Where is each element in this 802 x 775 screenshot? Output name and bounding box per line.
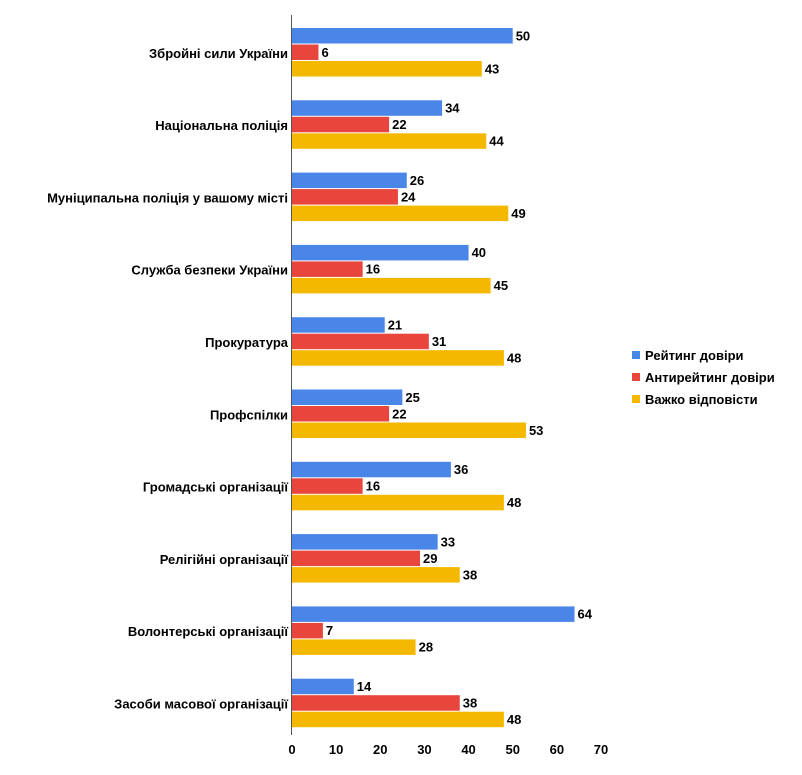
bar-2-9 (292, 622, 323, 639)
value-label: 31 (432, 334, 446, 349)
legend-label: Важко відповісти (645, 392, 758, 407)
bar-3-2 (292, 133, 487, 149)
bar-1-8 (292, 534, 438, 550)
category-label: Засоби масової організації (114, 696, 288, 711)
bar-3-1 (292, 61, 482, 77)
x-tick-label: 70 (594, 742, 608, 757)
x-tick-label: 60 (550, 742, 564, 757)
value-label: 49 (511, 206, 525, 221)
x-tick-label: 20 (373, 742, 387, 757)
value-label: 44 (489, 134, 504, 149)
value-label: 14 (357, 679, 372, 694)
value-label: 25 (405, 390, 419, 405)
x-tick-label: 50 (505, 742, 519, 757)
category-label: Профспілки (210, 407, 288, 422)
bar-2-8 (292, 550, 421, 567)
axes-layer: Збройні сили України Національна поліція М… (47, 15, 608, 757)
bar-2-5 (292, 333, 429, 350)
bar-2-7 (292, 478, 363, 494)
value-label: 6 (321, 45, 328, 60)
value-label: 40 (472, 245, 486, 260)
bar-1-10 (292, 678, 354, 695)
bar-3-9 (292, 639, 416, 655)
category-label: Муніципальна поліція у вашому місті (47, 190, 288, 205)
bar-1-7 (292, 461, 451, 478)
value-label: 53 (529, 423, 543, 438)
value-label: 22 (392, 117, 406, 132)
legend-swatch (632, 395, 640, 403)
value-label: 50 (516, 28, 530, 43)
value-label: 64 (578, 607, 593, 622)
category-label: Громадські організації (143, 480, 288, 495)
x-tick-label: 30 (417, 742, 431, 757)
value-label: 38 (463, 567, 477, 582)
value-label: 29 (423, 551, 437, 566)
bar-3-6 (292, 422, 526, 438)
bar-3-4 (292, 277, 491, 294)
value-label: 38 (463, 695, 477, 710)
value-label: 45 (494, 278, 508, 293)
bar-1-4 (292, 244, 469, 261)
legend-swatch (632, 373, 640, 381)
value-label: 21 (388, 317, 402, 332)
x-tick-label: 0 (288, 742, 295, 757)
bar-2-10 (292, 695, 460, 711)
legend-swatch (632, 351, 640, 359)
category-label: Національна поліція (155, 118, 288, 133)
bar-1-3 (292, 172, 407, 189)
bar-3-10 (292, 711, 504, 728)
value-label: 28 (419, 640, 433, 655)
value-label: 22 (392, 406, 406, 421)
bar-2-2 (292, 116, 390, 133)
bar-1-9 (292, 606, 575, 622)
category-label: Збройні сили України (149, 46, 288, 61)
bar-3-3 (292, 205, 509, 222)
legend-label: Рейтинг довіри (645, 348, 744, 363)
legend: Рейтинг довіри Антирейтинг довіри Важко ві… (632, 348, 775, 407)
value-label: 16 (366, 479, 380, 494)
bar-2-4 (292, 261, 363, 277)
legend-label: Антирейтинг довіри (645, 370, 775, 385)
value-label: 16 (366, 262, 380, 277)
value-label: 7 (326, 623, 333, 638)
x-tick-label: 40 (461, 742, 475, 757)
bar-1-1 (292, 28, 513, 44)
value-label: 36 (454, 462, 468, 477)
bar-2-3 (292, 189, 398, 205)
bars-layer: 5064334224426244940164521314825225336164… (292, 28, 593, 728)
category-label: Релігійні організації (160, 552, 289, 567)
bar-1-5 (292, 317, 385, 333)
category-label: Волонтерські організації (128, 624, 288, 639)
value-label: 26 (410, 173, 424, 188)
value-label: 24 (401, 189, 416, 204)
value-label: 34 (445, 101, 460, 116)
bar-3-7 (292, 494, 504, 511)
bar-1-6 (292, 389, 403, 405)
value-label: 48 (507, 712, 521, 727)
bar-2-1 (292, 44, 319, 60)
category-label: Прокуратура (205, 335, 289, 350)
bar-3-5 (292, 350, 504, 366)
value-label: 48 (507, 350, 521, 365)
bar-3-8 (292, 567, 460, 583)
x-tick-label: 10 (329, 742, 343, 757)
category-label: Служба безпеки України (131, 263, 288, 278)
value-label: 33 (441, 534, 455, 549)
bar-2-6 (292, 406, 390, 422)
bar-1-2 (292, 100, 443, 116)
value-label: 48 (507, 495, 521, 510)
value-label: 43 (485, 61, 499, 76)
